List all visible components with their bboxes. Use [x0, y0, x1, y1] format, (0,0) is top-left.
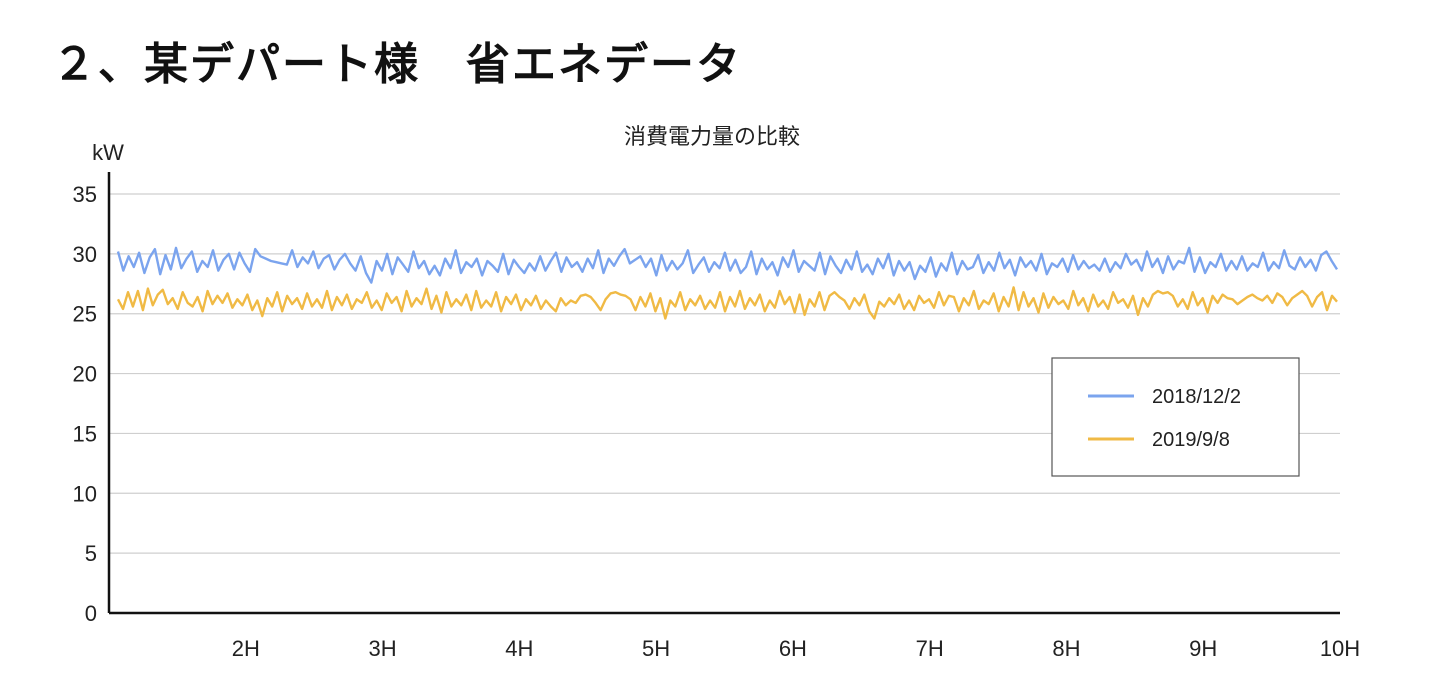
chart-area: 消費電力量の比較 kW 0 5 10 15 20 25 30 35 2H 3H 4H 5H 6H 7H 8… [0, 100, 1430, 676]
series-line-1 [116, 286, 1338, 320]
series-line-0 [116, 246, 1339, 284]
y-axis-unit-label: kW [92, 140, 124, 165]
x-tick-label: 4H [505, 636, 533, 661]
x-tick-label: 10H [1320, 636, 1360, 661]
y-tick-label: 30 [73, 242, 97, 267]
y-tick-label: 10 [73, 481, 97, 506]
y-tick-label: 15 [73, 421, 97, 446]
legend-box [1051, 357, 1300, 477]
y-tick-labels: 0 5 10 15 20 25 30 35 [73, 182, 97, 626]
x-tick-label: 8H [1052, 636, 1080, 661]
line-chart: 消費電力量の比較 kW 0 5 10 15 20 25 30 35 2H 3H 4H 5H 6H 7H 8… [0, 100, 1430, 676]
x-tick-label: 7H [916, 636, 944, 661]
y-tick-label: 0 [85, 601, 97, 626]
x-tick-label: 2H [232, 636, 260, 661]
legend: 2018/12/2 2019/9/8 [1051, 357, 1300, 477]
x-tick-label: 5H [642, 636, 670, 661]
page-heading: ２、某デパート様 省エネデータ [52, 39, 742, 90]
chart-title: 消費電力量の比較 [624, 125, 800, 150]
y-tick-label: 20 [73, 362, 97, 387]
y-tick-label: 35 [73, 182, 97, 207]
legend-label-1: 2019/9/8 [1152, 429, 1230, 451]
y-tick-label: 25 [73, 302, 97, 327]
x-tick-labels: 2H 3H 4H 5H 6H 7H 8H 9H 10H [232, 636, 1360, 661]
x-tick-label: 3H [368, 636, 396, 661]
x-tick-label: 9H [1189, 636, 1217, 661]
legend-label-0: 2018/12/2 [1152, 386, 1241, 408]
axes [107, 172, 1340, 615]
y-tick-label: 5 [85, 541, 97, 566]
series-lines [116, 246, 1339, 320]
x-tick-label: 6H [779, 636, 807, 661]
